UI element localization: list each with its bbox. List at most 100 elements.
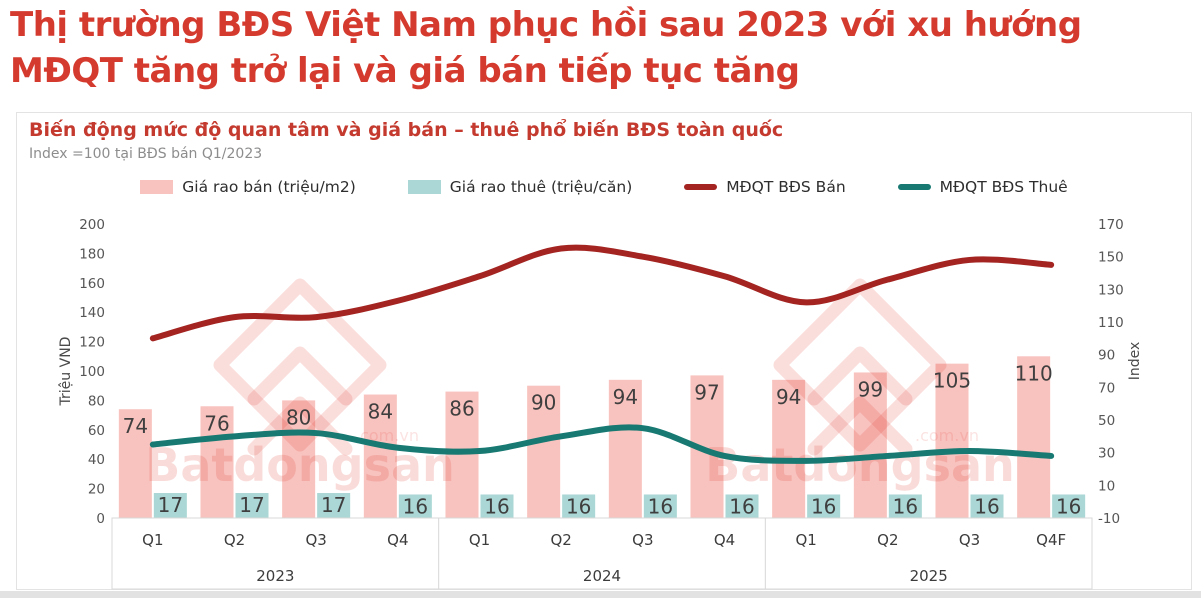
- quarter-label: Q1: [469, 531, 490, 549]
- bar-0-q0: [118, 409, 152, 518]
- bar-value-label: 17: [158, 493, 183, 517]
- bar-value-label: 16: [403, 494, 428, 518]
- right-axis: -10 10 30 50 70 90 110 130 150 170 Index: [1098, 217, 1143, 527]
- year-label-2023: 2023: [256, 567, 294, 585]
- bar-value-label: 99: [858, 377, 883, 401]
- left-axis-tick: 80: [88, 393, 105, 409]
- legend-label-0: Giá rao bán (triệu/m2): [182, 178, 356, 196]
- bar-value-label: 80: [286, 405, 311, 429]
- bar-value-label: 17: [239, 493, 264, 517]
- page-title-line-2: MĐQT tăng trở lại và giá bán tiếp tục tă…: [10, 51, 800, 91]
- left-axis: 0 20 40 60 80 100 120 140 160 180 200 Triệu VND: [58, 217, 105, 527]
- quarter-label: Q2: [224, 531, 245, 549]
- left-axis-tick: 140: [79, 305, 105, 321]
- right-axis-tick: 110: [1098, 315, 1124, 331]
- year-label-2024: 2024: [583, 567, 621, 585]
- bar-0-q10: [935, 363, 969, 518]
- bar-value-label: 16: [893, 494, 918, 518]
- watermark-brand-text: Batdongsan: [705, 438, 1014, 492]
- bar-1-q9: [888, 494, 922, 518]
- bar-1-q11: [1052, 494, 1086, 518]
- bar-value-label: 16: [566, 494, 591, 518]
- bar-value-label: 16: [1056, 494, 1081, 518]
- right-axis-tick: 30: [1098, 446, 1115, 462]
- left-axis-tick: 40: [88, 452, 105, 468]
- bar-0-q5: [527, 385, 561, 518]
- left-axis-tick: 0: [96, 511, 105, 527]
- legend-item-0: Giá rao bán (triệu/m2): [140, 178, 356, 196]
- right-axis-tick: 150: [1098, 250, 1124, 266]
- legend-label-3: MĐQT BĐS Thuê: [939, 178, 1068, 196]
- bar-1-q10: [970, 494, 1004, 518]
- bar-value-label: 90: [531, 391, 556, 415]
- right-axis-title: Index: [1127, 342, 1143, 381]
- bar-value-label: 17: [321, 493, 346, 517]
- bar-value-label: 16: [729, 494, 754, 518]
- bars-series-1: [153, 493, 1086, 518]
- bar-1-q1: [235, 493, 269, 518]
- bar-0-q9: [853, 372, 887, 518]
- right-axis-tick: 70: [1098, 380, 1115, 396]
- bar-value-label: 16: [974, 494, 999, 518]
- bar-0-q8: [772, 379, 806, 518]
- left-axis-tick: 60: [88, 423, 105, 439]
- bar-value-label: 105: [933, 369, 971, 393]
- bar-1-q8: [807, 494, 841, 518]
- legend-bar-swatch-1: [407, 180, 441, 194]
- bar-value-label: 16: [484, 494, 509, 518]
- bar-value-label: 76: [204, 411, 229, 435]
- batdongsan-logo-icon: [773, 278, 947, 456]
- left-axis-tick: 120: [79, 335, 105, 351]
- page-title: Thị trường BĐS Việt Nam phục hồi sau 202…: [10, 2, 1190, 94]
- bottom-strip: [0, 591, 1201, 598]
- bar-1-q3: [398, 494, 432, 518]
- bar-groups: [118, 356, 1086, 518]
- bar-value-label: 94: [776, 385, 801, 409]
- line-series-0: [149, 244, 1055, 342]
- line-series-1: [149, 424, 1055, 464]
- quarter-label: Q4: [714, 531, 735, 549]
- chart-card: Biến động mức độ quan tâm và giá bán – t…: [16, 112, 1192, 590]
- left-axis-tick: 160: [79, 276, 105, 292]
- watermark-0: Batdongsan.com.vn: [145, 278, 455, 492]
- bar-1-q4: [480, 494, 514, 518]
- left-axis-tick: 180: [79, 246, 105, 262]
- bar-1-q0: [153, 493, 187, 518]
- bar-labels-series-0: 74 76 80 84 86 90 94 97 94 99 105 110: [123, 361, 1053, 438]
- right-axis-tick: 90: [1098, 348, 1115, 364]
- bar-value-label: 74: [123, 414, 148, 438]
- right-axis-tick: -10: [1098, 511, 1120, 527]
- right-axis-tick: 170: [1098, 217, 1124, 233]
- left-axis-tick: 100: [79, 364, 105, 380]
- bar-0-q6: [608, 379, 642, 518]
- bar-0-q11: [1017, 356, 1051, 518]
- bar-value-label: 84: [368, 400, 393, 424]
- page-title-line-1: Thị trường BĐS Việt Nam phục hồi sau 202…: [10, 5, 1082, 45]
- legend-item-1: Giá rao thuê (triệu/căn): [407, 178, 632, 196]
- left-axis-tick: 200: [79, 217, 105, 233]
- watermark-1: Batdongsan.com.vn: [705, 278, 1015, 492]
- quarter-label: Q2: [550, 531, 571, 549]
- bars-series-0: [118, 356, 1051, 518]
- x-axis-box: 2023 Q1 Q2 Q3 Q4 2024 Q1 Q2 Q3 Q4 2025 Q1 Q2 Q3 Q4F: [111, 517, 1093, 590]
- x-axis-box-frame: [111, 517, 1093, 590]
- bar-1-q7: [725, 494, 759, 518]
- legend-line-swatch-2: [684, 184, 718, 190]
- quarter-label: Q3: [305, 531, 326, 549]
- bar-1-q6: [643, 494, 677, 518]
- bar-labels-series-1: 17 17 17 16 16 16 16 16 16 16 16 16: [158, 493, 1082, 518]
- bar-value-label: 16: [648, 494, 673, 518]
- bar-1-q5: [562, 494, 596, 518]
- legend-line-swatch-3: [897, 184, 931, 190]
- quarter-label: Q3: [959, 531, 980, 549]
- legend-bar-swatch-0: [140, 180, 174, 194]
- bar-0-q1: [200, 406, 234, 518]
- quarter-label: Q4: [387, 531, 408, 549]
- bar-value-label: 97: [694, 380, 719, 404]
- chart-subtitle: Index =100 tại BĐS bán Q1/2023: [29, 146, 263, 162]
- right-axis-tick: 50: [1098, 413, 1115, 429]
- bar-value-label: 94: [613, 385, 638, 409]
- left-axis-tick: 20: [88, 482, 105, 498]
- legend-item-3: MĐQT BĐS Thuê: [897, 178, 1068, 196]
